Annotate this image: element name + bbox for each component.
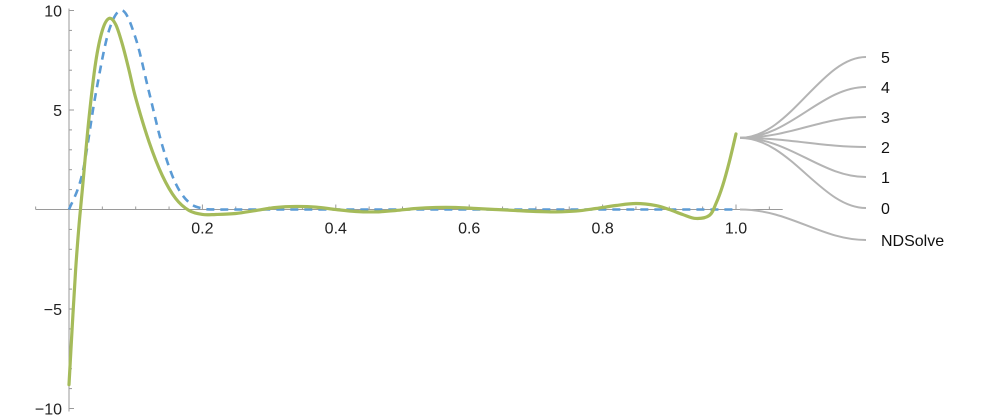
x-tick-label: 0.2 bbox=[191, 221, 213, 238]
legend-entry-label: 1 bbox=[881, 170, 890, 187]
x-tick-label: 0.8 bbox=[591, 221, 613, 238]
legend-entry-label: 0 bbox=[881, 201, 890, 218]
solid-series-line bbox=[67, 16, 738, 387]
legend-callout-line bbox=[739, 208, 867, 241]
legend-callout-line bbox=[739, 116, 867, 139]
chart-series bbox=[67, 9, 738, 387]
dashed-series-line bbox=[67, 9, 736, 211]
legend-callout-line bbox=[739, 56, 867, 139]
x-tick-label: 0.6 bbox=[458, 221, 480, 238]
legend-entry-label: 5 bbox=[881, 50, 890, 67]
chart-legend: 5 4 3 2 1 0 NDSolve bbox=[739, 50, 944, 250]
x-tick-label: 1.0 bbox=[725, 221, 747, 238]
y-tick-label: 10 bbox=[44, 4, 62, 21]
legend-callout-line bbox=[739, 136, 867, 209]
y-tick-label: −10 bbox=[35, 402, 62, 419]
legend-entry-label: 2 bbox=[881, 140, 890, 157]
y-tick-label: 5 bbox=[53, 103, 62, 120]
y-tick-label: −5 bbox=[44, 302, 62, 319]
legend-entry-label: 3 bbox=[881, 110, 890, 127]
x-tick-label: 0.4 bbox=[325, 221, 347, 238]
legend-entry-label: 4 bbox=[881, 80, 890, 97]
legend-entry-label: NDSolve bbox=[881, 233, 944, 250]
legend-callout-line bbox=[739, 86, 867, 139]
